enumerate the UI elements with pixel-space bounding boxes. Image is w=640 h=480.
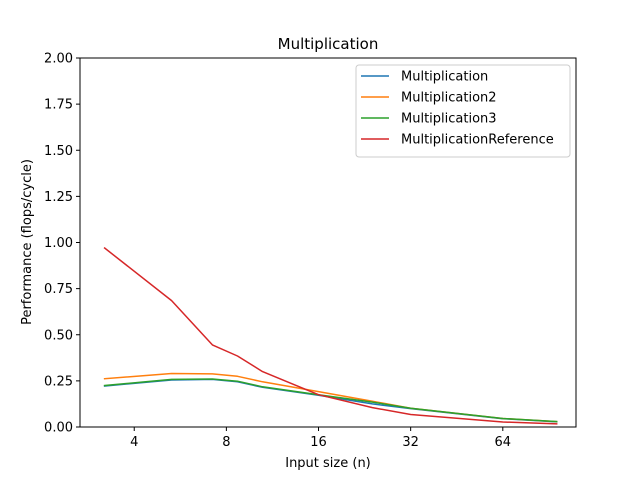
y-tick-label: 1.00 [44, 236, 73, 251]
legend-label: MultiplicationReference [401, 133, 554, 148]
x-tick-label: 4 [130, 435, 138, 450]
legend-label: Multiplication [401, 70, 488, 85]
x-tick-label: 32 [402, 435, 419, 450]
chart-title: Multiplication [278, 35, 379, 53]
x-tick-label: 16 [310, 435, 327, 450]
x-tick-label: 64 [495, 435, 512, 450]
y-tick-label: 1.50 [44, 144, 73, 159]
x-tick-label: 8 [222, 435, 230, 450]
y-tick-label: 0.25 [44, 374, 73, 389]
x-axis-title: Input size (n) [285, 456, 371, 471]
y-axis-ticks: 0.00 0.25 0.50 0.75 1.00 1.25 1.50 1.75 2.00 [44, 52, 80, 436]
y-tick-label: 1.25 [44, 190, 73, 205]
series-line-multiplication3 [103, 378, 558, 423]
legend-label: Multiplication3 [401, 112, 497, 127]
y-tick-label: 0.50 [44, 328, 73, 343]
y-tick-label: 0.75 [44, 282, 73, 297]
y-tick-label: 1.75 [44, 98, 73, 113]
legend: Multiplication Multiplication2 Multiplicat… [355, 64, 571, 158]
y-axis-title: Performance (flops/cycle) [20, 159, 35, 325]
y-tick-label: 0.00 [44, 421, 73, 436]
y-tick-label: 2.00 [44, 52, 73, 67]
plot-frame [79, 57, 577, 428]
legend-label: Multiplication2 [401, 91, 497, 106]
plot-lines [103, 246, 558, 425]
series-line-multiplicationreference [103, 246, 558, 425]
x-axis-ticks: 4 8 16 32 64 [130, 427, 511, 450]
legend-box [355, 64, 571, 158]
